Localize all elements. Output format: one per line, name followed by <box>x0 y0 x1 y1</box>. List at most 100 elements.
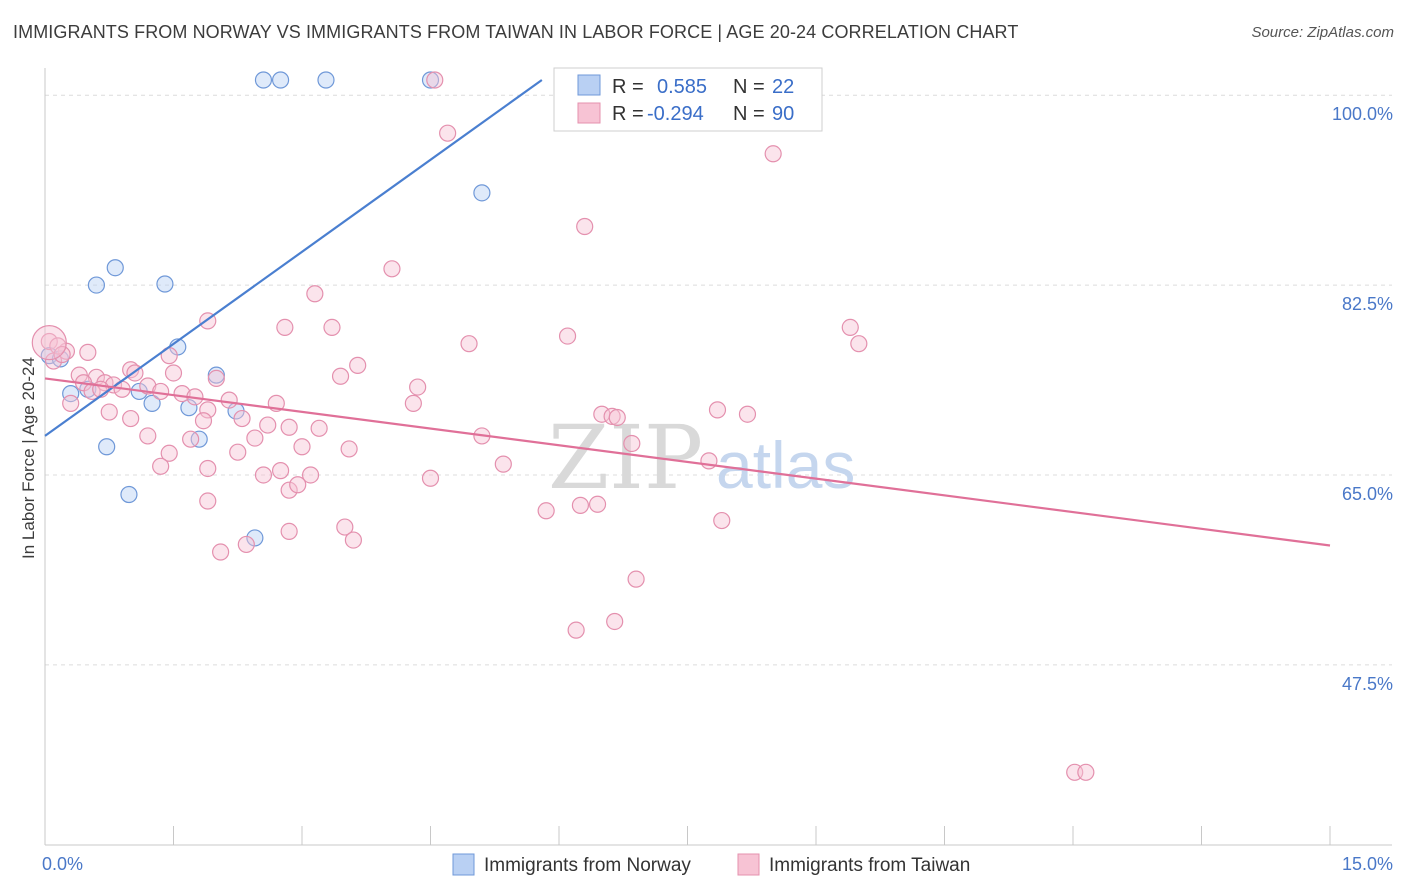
data-point <box>79 343 97 361</box>
data-point <box>426 71 444 89</box>
data-point <box>494 455 512 473</box>
data-point <box>100 403 118 421</box>
watermark-atlas: atlas <box>716 428 855 502</box>
data-point <box>164 364 183 382</box>
data-point <box>212 543 230 561</box>
legend-taiwan-n-label: N = <box>733 103 765 125</box>
data-point <box>87 276 106 294</box>
y-tick-label: 47.5% <box>1342 674 1393 694</box>
data-point-cluster <box>31 324 67 361</box>
data-point <box>98 438 116 456</box>
data-point <box>606 612 624 631</box>
grid <box>45 94 1392 666</box>
y-axis-label: In Labor Force | Age 20-24 <box>19 357 38 559</box>
data-point <box>199 492 217 510</box>
data-point <box>588 495 607 513</box>
series-legend: Immigrants from Norway Immigrants from T… <box>452 853 970 876</box>
watermark-zip: ZIP <box>548 406 703 509</box>
data-point <box>62 394 80 412</box>
y-tick-label: 65.0% <box>1342 484 1393 504</box>
x-tick-label-min: 0.0% <box>42 854 83 874</box>
data-point <box>293 438 311 456</box>
data-point <box>280 481 298 499</box>
data-point <box>409 378 427 396</box>
tick-labels: 47.5% 65.0% 82.5% 100.0% 0.0% 15.0% <box>42 104 1393 874</box>
data-point <box>280 418 298 436</box>
data-point <box>306 285 324 303</box>
data-point <box>289 476 307 494</box>
legend-norway-r-value: 0.585 <box>657 76 707 98</box>
data-point <box>421 71 440 89</box>
data-point <box>160 444 178 462</box>
data-point <box>349 356 367 374</box>
data-point <box>301 466 320 484</box>
watermark: ZIP atlas <box>548 406 855 509</box>
data-point <box>567 621 585 639</box>
data-point <box>323 318 341 337</box>
data-point <box>473 184 491 202</box>
stats-legend: R = 0.585 N = 22 R = -0.294 N = 90 <box>553 67 823 132</box>
data-point <box>336 518 354 536</box>
data-point <box>220 391 238 409</box>
data-point <box>40 332 58 351</box>
data-point <box>608 408 626 427</box>
axes <box>44 68 1392 846</box>
data-point <box>246 429 264 447</box>
source-label: Source: ZipAtlas.com <box>1251 24 1394 41</box>
data-point <box>180 399 198 417</box>
data-point <box>439 124 457 142</box>
data-point <box>404 394 422 412</box>
data-point <box>340 440 358 458</box>
data-point <box>156 275 174 293</box>
data-point <box>421 469 440 487</box>
data-point <box>271 462 290 480</box>
data-point <box>233 409 251 428</box>
data-point <box>120 485 138 504</box>
data-point <box>738 405 757 423</box>
data-point <box>246 529 264 547</box>
data-point <box>122 409 140 428</box>
legend-taiwan-r-label: R = <box>612 103 644 125</box>
y-tick-label: 100.0% <box>1332 104 1393 124</box>
data-point <box>383 260 401 278</box>
x-tick-label-max: 15.0% <box>1342 854 1393 874</box>
data-point <box>143 394 161 412</box>
data-point <box>254 466 273 484</box>
legend-norway-n-label: N = <box>733 76 765 98</box>
bottom-legend-norway-label: Immigrants from Norway <box>484 855 691 876</box>
data-point <box>237 535 255 554</box>
bottom-legend-norway-swatch <box>452 853 475 876</box>
data-point <box>199 459 217 478</box>
data-point <box>708 401 727 419</box>
y-tick-label: 82.5% <box>1342 294 1393 314</box>
data-point <box>576 217 594 236</box>
data-point <box>344 531 362 549</box>
data-point <box>331 367 350 385</box>
data-point <box>271 71 290 89</box>
data-point <box>62 384 80 403</box>
data-point <box>713 511 731 530</box>
data-point <box>182 430 200 448</box>
data-point <box>317 71 335 89</box>
legend-taiwan-swatch <box>577 102 601 124</box>
data-point <box>106 259 124 277</box>
bottom-legend-taiwan-swatch <box>737 853 760 876</box>
data-point <box>194 412 213 430</box>
data-point <box>199 401 217 419</box>
legend-norway-n-value: 22 <box>772 76 794 98</box>
bottom-legend-taiwan-label: Immigrants from Taiwan <box>769 855 970 876</box>
trend-line <box>44 79 543 437</box>
legend-taiwan-r-value: -0.294 <box>647 103 704 125</box>
data-point <box>254 71 273 89</box>
data-point <box>139 427 157 445</box>
legend-norway-swatch <box>577 74 601 96</box>
data-point <box>229 443 247 461</box>
data-point <box>841 318 859 337</box>
data-point <box>152 382 170 401</box>
data-point <box>623 434 641 453</box>
trend-lines <box>44 79 1331 547</box>
data-point <box>259 416 277 434</box>
data-point <box>850 335 868 353</box>
data-point <box>603 407 621 425</box>
